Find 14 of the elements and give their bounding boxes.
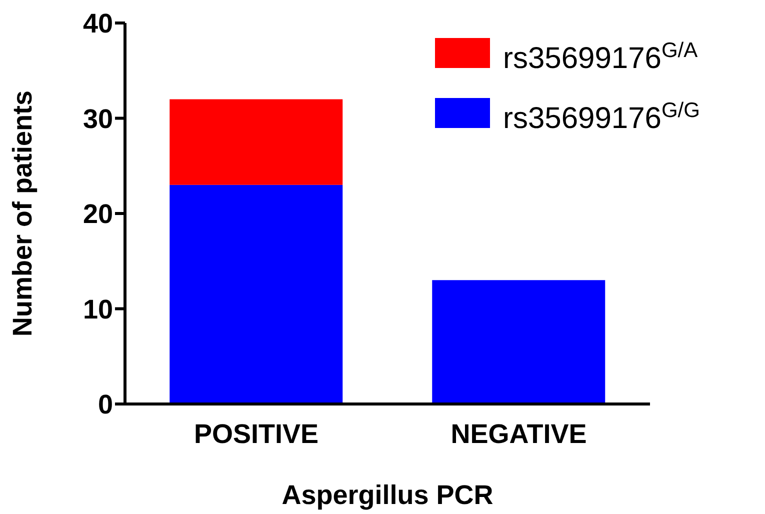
y-tick-label: 30 bbox=[82, 104, 113, 134]
bar bbox=[432, 280, 606, 404]
legend-label: rs35699176$^{G/G}$ bbox=[503, 98, 700, 135]
x-axis-title: Aspergillus PCR bbox=[282, 480, 494, 510]
y-tick-label: 10 bbox=[82, 294, 113, 324]
y-axis-title: Number of patients bbox=[8, 90, 38, 337]
y-tick-label: 20 bbox=[82, 199, 113, 230]
y-tick-label: 0 bbox=[98, 390, 113, 420]
bar bbox=[170, 184, 343, 404]
y-tick-label: 40 bbox=[82, 8, 113, 39]
bar bbox=[170, 99, 343, 185]
x-tick-label: POSITIVE bbox=[194, 419, 319, 450]
legend-label: rs35699176$^{G/A}$ bbox=[503, 38, 698, 75]
x-tick-label: NEGATIVE bbox=[450, 419, 587, 450]
